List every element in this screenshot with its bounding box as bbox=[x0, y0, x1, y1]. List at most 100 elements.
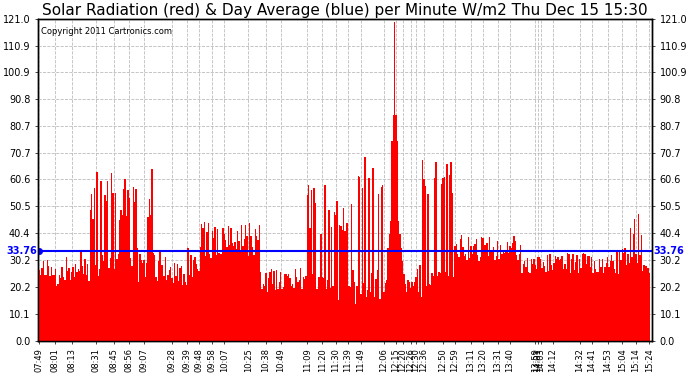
Bar bbox=[77, 269, 79, 340]
Bar bbox=[457, 254, 458, 340]
Bar bbox=[377, 270, 378, 340]
Bar bbox=[402, 261, 404, 340]
Bar bbox=[190, 255, 192, 340]
Bar bbox=[335, 215, 336, 340]
Bar bbox=[127, 190, 128, 340]
Bar bbox=[121, 210, 122, 340]
Bar bbox=[181, 266, 182, 340]
Bar bbox=[182, 285, 184, 340]
Bar bbox=[578, 273, 579, 340]
Bar bbox=[462, 247, 464, 340]
Bar bbox=[495, 260, 496, 340]
Bar bbox=[57, 284, 59, 340]
Bar bbox=[602, 259, 603, 340]
Bar bbox=[508, 253, 509, 340]
Bar bbox=[142, 263, 144, 340]
Bar bbox=[147, 217, 148, 340]
Bar bbox=[245, 225, 246, 340]
Bar bbox=[213, 238, 215, 340]
Bar bbox=[400, 234, 401, 340]
Bar bbox=[465, 254, 466, 340]
Bar bbox=[126, 216, 127, 340]
Bar bbox=[384, 283, 386, 340]
Bar bbox=[567, 253, 568, 340]
Bar bbox=[438, 272, 440, 340]
Bar bbox=[257, 240, 259, 340]
Bar bbox=[177, 264, 178, 340]
Bar bbox=[595, 269, 596, 340]
Bar bbox=[175, 276, 177, 340]
Bar bbox=[264, 286, 265, 340]
Bar bbox=[52, 275, 53, 340]
Bar bbox=[55, 269, 56, 340]
Bar bbox=[343, 207, 344, 340]
Bar bbox=[315, 203, 316, 340]
Bar bbox=[366, 297, 367, 340]
Bar bbox=[634, 219, 635, 340]
Bar bbox=[364, 157, 366, 340]
Bar bbox=[114, 269, 115, 340]
Bar bbox=[323, 278, 324, 340]
Bar bbox=[383, 292, 384, 340]
Bar bbox=[362, 188, 363, 340]
Bar bbox=[221, 254, 222, 340]
Bar bbox=[373, 168, 374, 340]
Bar bbox=[501, 254, 502, 340]
Bar bbox=[205, 256, 206, 340]
Bar bbox=[146, 262, 147, 340]
Bar bbox=[284, 273, 286, 340]
Bar bbox=[596, 272, 598, 340]
Bar bbox=[144, 260, 145, 340]
Bar bbox=[649, 273, 650, 340]
Bar bbox=[415, 277, 417, 340]
Bar bbox=[371, 273, 373, 340]
Bar bbox=[511, 248, 512, 340]
Bar bbox=[568, 254, 569, 340]
Bar bbox=[464, 256, 465, 340]
Bar bbox=[375, 279, 377, 340]
Bar bbox=[226, 246, 228, 340]
Bar bbox=[92, 219, 94, 340]
Bar bbox=[135, 189, 137, 340]
Bar bbox=[421, 297, 422, 340]
Bar bbox=[322, 277, 323, 340]
Bar bbox=[540, 260, 542, 340]
Bar bbox=[401, 248, 402, 340]
Bar bbox=[88, 281, 90, 340]
Bar bbox=[217, 229, 218, 340]
Bar bbox=[451, 194, 453, 340]
Bar bbox=[50, 276, 51, 340]
Bar bbox=[95, 265, 97, 340]
Bar bbox=[562, 256, 563, 340]
Bar bbox=[141, 260, 142, 340]
Bar bbox=[262, 289, 263, 340]
Bar bbox=[422, 160, 424, 340]
Bar bbox=[53, 275, 55, 340]
Bar bbox=[270, 269, 272, 340]
Bar bbox=[249, 224, 250, 340]
Bar bbox=[179, 268, 181, 340]
Bar bbox=[445, 272, 446, 340]
Bar bbox=[642, 271, 643, 340]
Bar bbox=[79, 272, 80, 340]
Bar bbox=[404, 284, 406, 340]
Bar bbox=[336, 201, 337, 340]
Bar bbox=[139, 254, 141, 340]
Bar bbox=[351, 204, 353, 340]
Bar bbox=[391, 141, 393, 340]
Bar bbox=[630, 228, 631, 340]
Bar bbox=[354, 282, 355, 340]
Bar bbox=[48, 266, 50, 340]
Bar bbox=[117, 259, 118, 340]
Bar bbox=[286, 276, 288, 340]
Bar bbox=[87, 264, 88, 340]
Bar bbox=[99, 270, 100, 340]
Bar bbox=[290, 286, 292, 340]
Bar bbox=[103, 261, 104, 340]
Bar bbox=[340, 226, 342, 340]
Bar bbox=[312, 274, 313, 340]
Bar bbox=[512, 243, 513, 340]
Bar bbox=[603, 273, 604, 340]
Bar bbox=[599, 260, 600, 340]
Bar bbox=[472, 254, 473, 340]
